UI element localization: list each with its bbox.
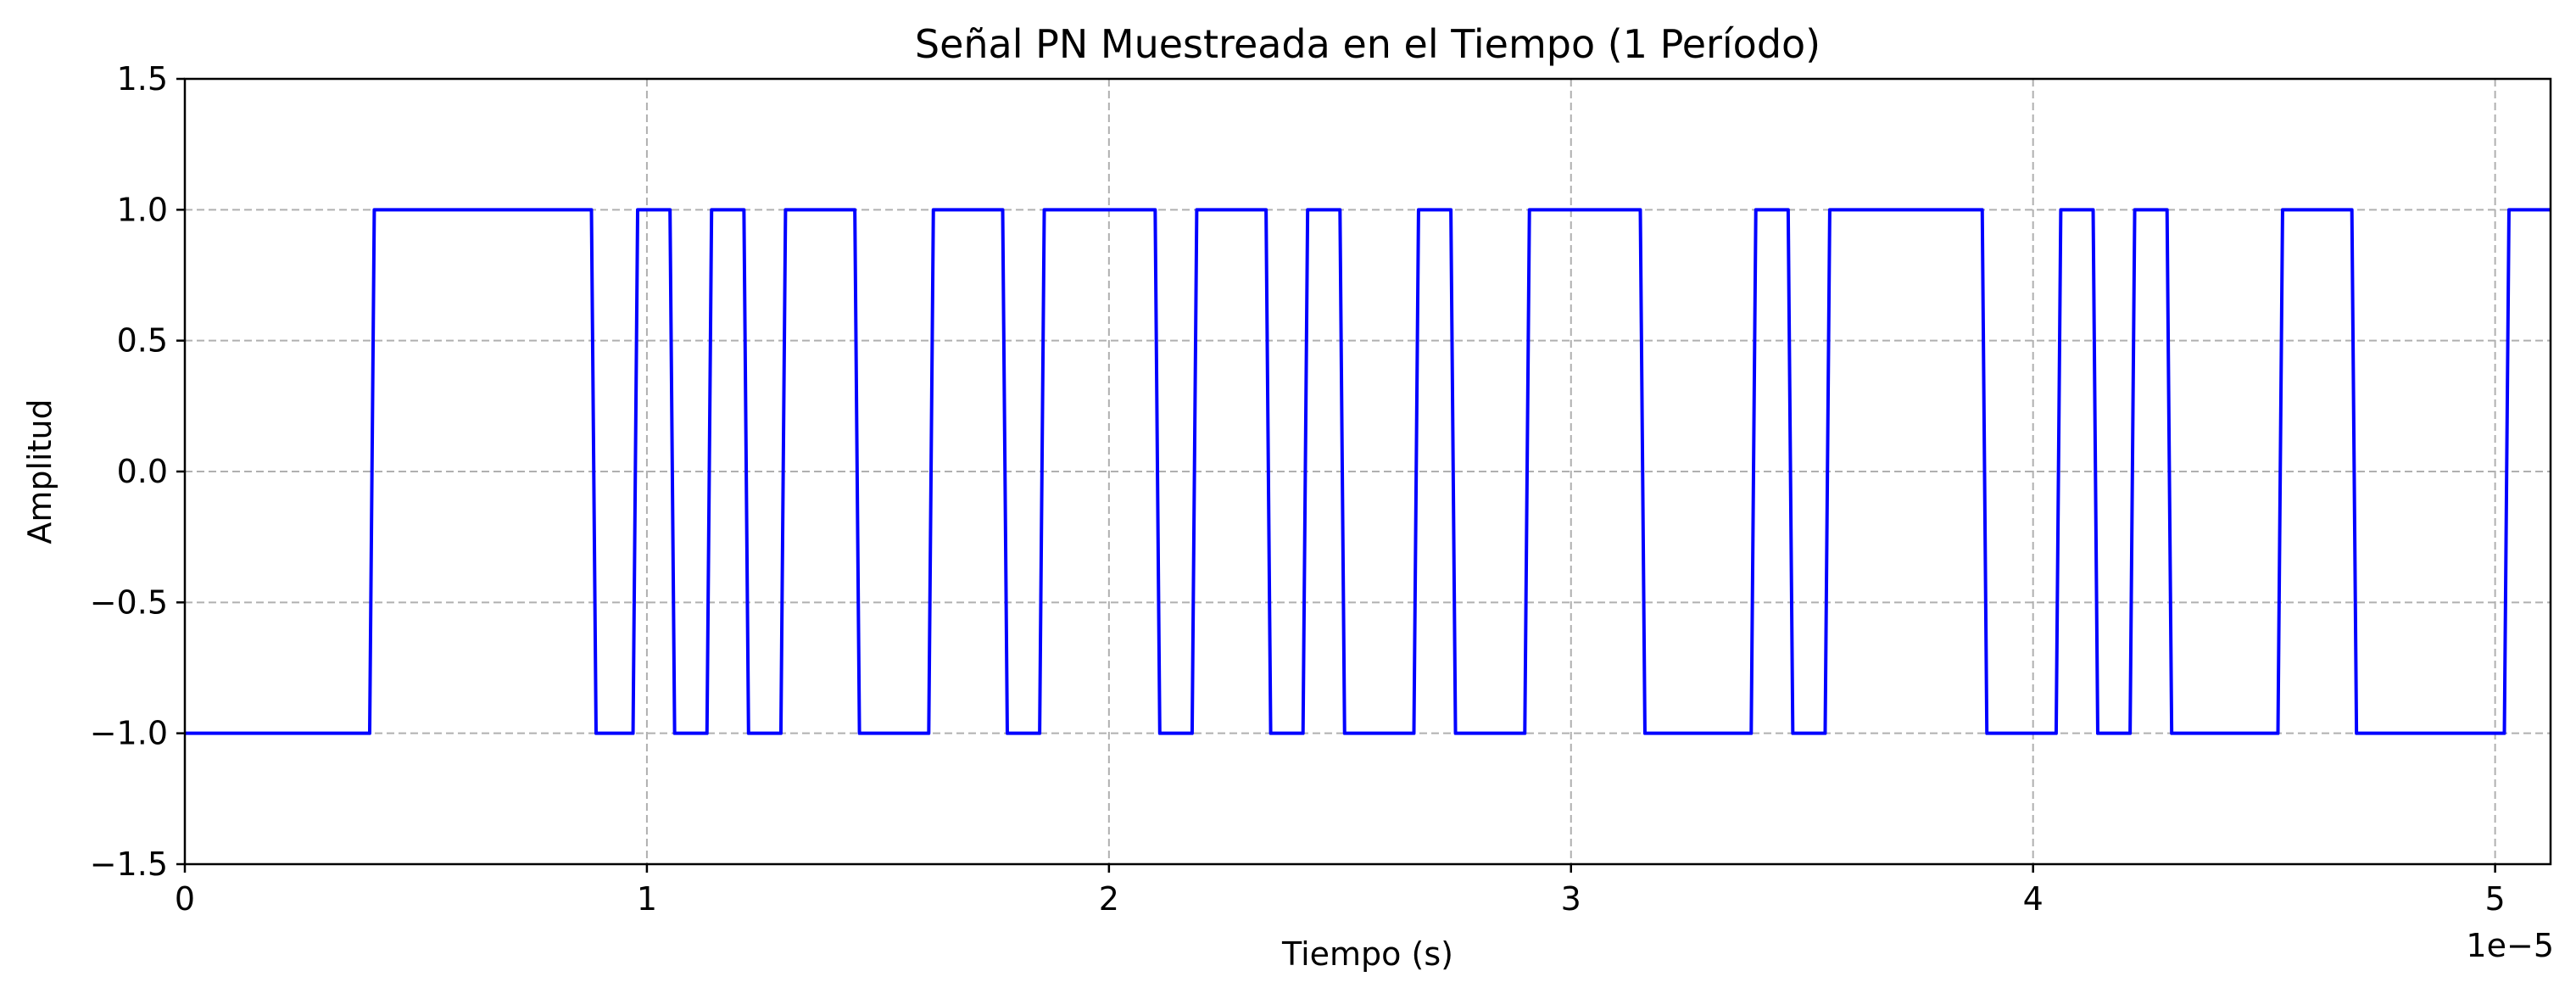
y-tick-label: 0.0 (117, 453, 168, 490)
y-ticks: −1.5 −1.0 −0.5 0.0 0.5 1.0 1.5 (90, 60, 185, 883)
x-axis-label: Tiempo (s) (1281, 935, 1453, 973)
x-ticks: 0 1 2 3 4 5 (175, 864, 2506, 918)
y-tick-label: 1.0 (117, 191, 168, 228)
chart-title: Señal PN Muestreada en el Tiempo (1 Perí… (915, 21, 1820, 67)
x-tick-label: 2 (1099, 880, 1119, 918)
x-tick-label: 5 (2485, 880, 2506, 918)
y-axis-label: Amplitud (21, 399, 59, 544)
x-tick-label: 4 (2023, 880, 2044, 918)
y-tick-label: −1.5 (90, 846, 168, 883)
series-line (185, 208, 2551, 735)
x-tick-label: 3 (1561, 880, 1581, 918)
y-tick-label: −0.5 (90, 583, 168, 621)
y-tick-label: −1.0 (90, 715, 168, 752)
x-axis-offset-label: 1e−5 (2466, 927, 2554, 964)
x-tick-label: 1 (637, 880, 657, 918)
series-layer (185, 208, 2551, 735)
y-tick-label: 0.5 (117, 322, 168, 360)
y-tick-label: 1.5 (117, 60, 168, 98)
x-tick-label: 0 (175, 880, 195, 918)
